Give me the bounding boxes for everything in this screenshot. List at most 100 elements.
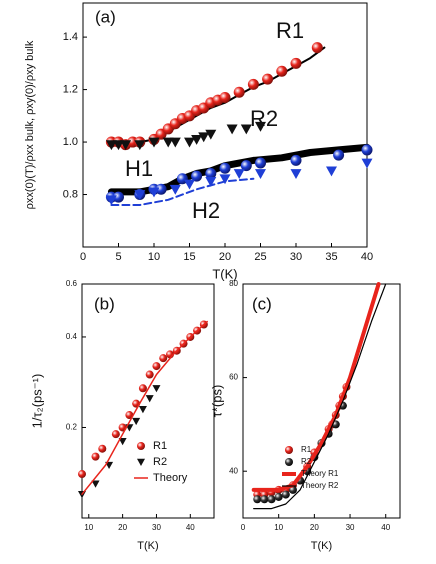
point bbox=[145, 395, 154, 403]
point bbox=[159, 354, 168, 363]
x-tick-label: 5 bbox=[115, 251, 121, 263]
panel-label: (c) bbox=[252, 294, 272, 313]
y-axis-label: ρxx(0)(T)/ρxx bulk, ρxy(0)/ρxy bulk bbox=[24, 40, 36, 209]
annotation: R1 bbox=[276, 18, 304, 43]
point bbox=[247, 78, 259, 90]
panel-label: (a) bbox=[95, 7, 116, 26]
point bbox=[361, 158, 373, 169]
point bbox=[290, 154, 302, 166]
point bbox=[233, 169, 245, 180]
legend-label: Theory R2 bbox=[301, 481, 339, 490]
x-tick-label: 0 bbox=[80, 251, 86, 263]
point bbox=[333, 149, 345, 161]
point bbox=[134, 190, 146, 201]
x-tick-label: 15 bbox=[183, 251, 195, 263]
y-tick-label: 0.4 bbox=[66, 332, 78, 341]
x-tick-label: 35 bbox=[325, 251, 337, 263]
point bbox=[276, 65, 288, 77]
line bbox=[110, 177, 255, 206]
y-tick-label: 0.8 bbox=[63, 188, 78, 200]
point bbox=[118, 438, 127, 446]
line bbox=[81, 320, 208, 495]
y-tick-label: 60 bbox=[229, 373, 238, 382]
series bbox=[251, 282, 381, 492]
point bbox=[145, 370, 154, 379]
point bbox=[138, 406, 147, 414]
point bbox=[152, 385, 161, 393]
x-tick-label: 10 bbox=[84, 523, 93, 532]
point bbox=[132, 417, 141, 426]
x-tick-label: 0 bbox=[241, 523, 246, 532]
point bbox=[169, 184, 181, 195]
annotation: R2 bbox=[250, 106, 278, 131]
point bbox=[219, 162, 231, 174]
legend-label: R2 bbox=[301, 457, 312, 466]
point bbox=[260, 495, 269, 504]
point bbox=[267, 495, 276, 504]
point bbox=[191, 170, 203, 182]
point bbox=[148, 137, 160, 148]
point bbox=[326, 166, 337, 177]
legend-label: R1 bbox=[301, 445, 312, 454]
point bbox=[148, 187, 160, 198]
legend-label: Theory R1 bbox=[301, 469, 339, 478]
legend-label: Theory bbox=[153, 472, 188, 484]
point bbox=[253, 495, 262, 504]
plot-frame bbox=[242, 283, 401, 519]
series bbox=[81, 320, 208, 495]
point bbox=[311, 42, 323, 54]
y-tick-label: 0.2 bbox=[66, 423, 78, 432]
point bbox=[281, 490, 290, 499]
x-tick-label: 40 bbox=[361, 251, 373, 263]
point bbox=[274, 492, 283, 501]
x-axis-label: T(K) bbox=[137, 540, 158, 552]
series bbox=[105, 42, 323, 151]
x-tick-label: 20 bbox=[310, 523, 319, 532]
legend-label: R1 bbox=[153, 440, 167, 452]
point bbox=[205, 177, 217, 187]
point bbox=[255, 121, 266, 132]
point bbox=[138, 384, 147, 393]
legend-label: R2 bbox=[153, 456, 167, 468]
point bbox=[184, 179, 195, 190]
point bbox=[233, 86, 245, 98]
point bbox=[262, 73, 274, 85]
y-tick-label: 1.2 bbox=[63, 83, 78, 95]
legend-marker bbox=[285, 446, 293, 454]
point bbox=[198, 132, 210, 143]
point bbox=[155, 183, 167, 195]
annotation: H1 bbox=[125, 156, 153, 181]
point bbox=[152, 362, 161, 371]
point bbox=[105, 140, 117, 151]
point bbox=[113, 140, 124, 151]
x-axis-label: T(K) bbox=[311, 540, 332, 552]
point bbox=[111, 430, 120, 439]
point bbox=[134, 140, 146, 151]
point bbox=[205, 129, 217, 140]
point bbox=[290, 57, 302, 69]
point bbox=[205, 168, 217, 180]
point bbox=[361, 144, 373, 156]
series bbox=[253, 283, 387, 510]
y-axis-label: τ*(ps) bbox=[209, 385, 224, 418]
point bbox=[184, 137, 195, 148]
point bbox=[113, 191, 124, 203]
point bbox=[91, 452, 100, 461]
point bbox=[290, 169, 302, 180]
point bbox=[78, 470, 86, 479]
x-tick-label: 30 bbox=[346, 523, 355, 532]
x-tick-label: 40 bbox=[186, 523, 195, 532]
y-tick-label: 80 bbox=[229, 279, 238, 288]
y-tick-label: 0.6 bbox=[66, 279, 78, 288]
point bbox=[98, 444, 107, 453]
legend-marker bbox=[285, 458, 293, 466]
point bbox=[105, 195, 117, 206]
legend-marker bbox=[137, 458, 145, 466]
point bbox=[219, 91, 231, 103]
x-tick-label: 10 bbox=[148, 251, 160, 263]
plot-frame bbox=[81, 283, 215, 519]
point bbox=[226, 124, 238, 135]
annotation: H2 bbox=[192, 198, 220, 223]
point bbox=[255, 169, 266, 180]
